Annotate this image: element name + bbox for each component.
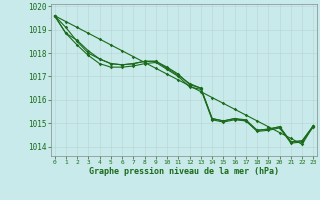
X-axis label: Graphe pression niveau de la mer (hPa): Graphe pression niveau de la mer (hPa) [89,167,279,176]
